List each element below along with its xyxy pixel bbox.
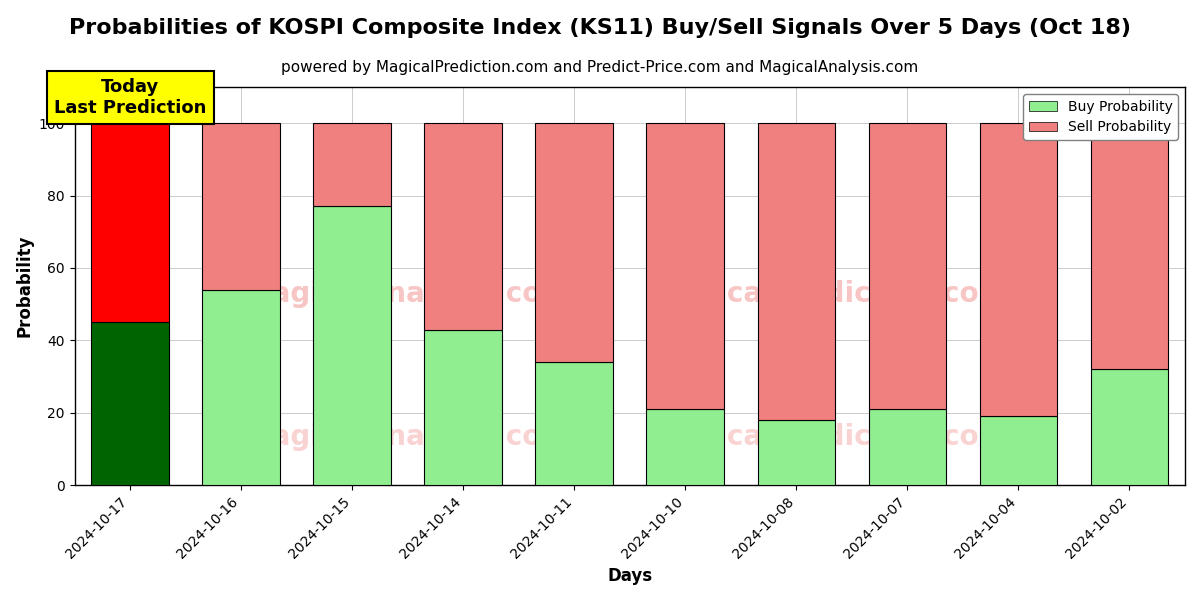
Text: powered by MagicalPrediction.com and Predict-Price.com and MagicalAnalysis.com: powered by MagicalPrediction.com and Pre… — [281, 60, 919, 75]
Bar — [203, 123, 280, 290]
Bar — [1091, 123, 1169, 370]
Bar — [313, 123, 391, 206]
Text: MagicalPrediction.com: MagicalPrediction.com — [652, 424, 1008, 451]
Bar — [1091, 370, 1169, 485]
Text: MagicalPrediction.com: MagicalPrediction.com — [652, 280, 1008, 308]
X-axis label: Days: Days — [607, 567, 653, 585]
Bar — [647, 409, 725, 485]
Bar — [979, 416, 1057, 485]
Bar — [979, 123, 1057, 416]
Text: Today
Last Prediction: Today Last Prediction — [54, 79, 206, 117]
Bar — [203, 290, 280, 485]
Bar — [425, 329, 502, 485]
Bar — [425, 123, 502, 329]
Text: Probabilities of KOSPI Composite Index (KS11) Buy/Sell Signals Over 5 Days (Oct : Probabilities of KOSPI Composite Index (… — [70, 18, 1132, 38]
Text: MagicalAnalysis.com: MagicalAnalysis.com — [245, 280, 571, 308]
Bar — [313, 206, 391, 485]
Bar — [869, 409, 947, 485]
Bar — [757, 420, 835, 485]
Bar — [91, 123, 169, 322]
Text: MagicalAnalysis.com: MagicalAnalysis.com — [245, 424, 571, 451]
Legend: Buy Probability, Sell Probability: Buy Probability, Sell Probability — [1024, 94, 1178, 140]
Bar — [647, 123, 725, 409]
Y-axis label: Probability: Probability — [16, 235, 34, 337]
Bar — [535, 123, 613, 362]
Bar — [869, 123, 947, 409]
Bar — [757, 123, 835, 420]
Bar — [535, 362, 613, 485]
Bar — [91, 322, 169, 485]
